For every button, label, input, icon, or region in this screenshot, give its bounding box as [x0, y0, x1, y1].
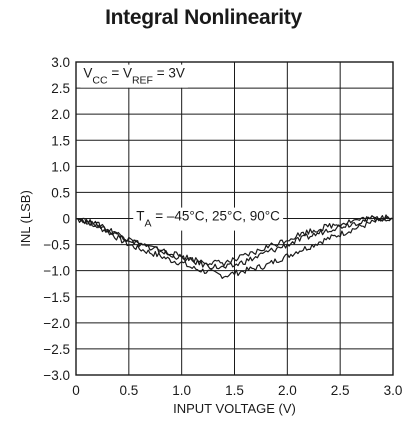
y-tick-label: 2.5: [51, 81, 70, 96]
y-tick-label: −0.5: [43, 238, 70, 253]
series-line: [75, 216, 394, 279]
chart-title: Integral Nonlinearity: [105, 6, 302, 29]
x-tick-label: 2.0: [278, 383, 297, 398]
y-tick-label: 1.5: [51, 133, 70, 148]
y-tick-label: −2.0: [43, 316, 70, 331]
y-tick-label: 3.0: [51, 55, 70, 70]
annotations: VCC = VREF = 3V TA = –45°C, 25°C, 90°C: [80, 64, 284, 231]
y-tick-label: −2.5: [43, 342, 70, 357]
series-line: [75, 215, 393, 267]
x-tick-label: 1.0: [172, 383, 191, 398]
x-tick-label: 3.0: [384, 383, 403, 398]
y-tick-label: 0: [62, 212, 70, 227]
x-tick-label: 2.5: [331, 383, 350, 398]
y-tick-label: 1.0: [51, 159, 70, 174]
plot-frame: [75, 61, 394, 376]
y-tick-label: −3.0: [43, 368, 70, 383]
x-tick-label: 0.5: [119, 383, 138, 398]
tick-labels: 0 0.5 1.0 1.5 2.0 2.5 3.0 3.0 2.5 2.0 1.5 1.0 0.5 0 −0…: [43, 55, 402, 398]
annotation-ta: TA = –45°C, 25°C, 90°C: [133, 207, 284, 231]
annotation-text: TA = –45°C, 25°C, 90°C: [136, 209, 280, 230]
y-axis-label: INL (LSB): [18, 190, 33, 247]
y-tick-label: 0.5: [51, 185, 70, 200]
x-tick-label: 0: [72, 383, 80, 398]
annotation-background: [133, 207, 284, 231]
y-tick-label: −1.5: [43, 290, 70, 305]
y-tick-label: 2.0: [51, 107, 70, 122]
annotation-background: [80, 64, 188, 88]
annotation-vcc: VCC = VREF = 3V: [80, 64, 188, 88]
annotation-text: VCC = VREF = 3V: [83, 66, 184, 87]
x-tick-label: 1.5: [225, 383, 244, 398]
series-lines: [75, 214, 394, 279]
x-axis-label: INPUT VOLTAGE (V): [173, 401, 296, 416]
y-tick-label: −1.0: [43, 264, 70, 279]
